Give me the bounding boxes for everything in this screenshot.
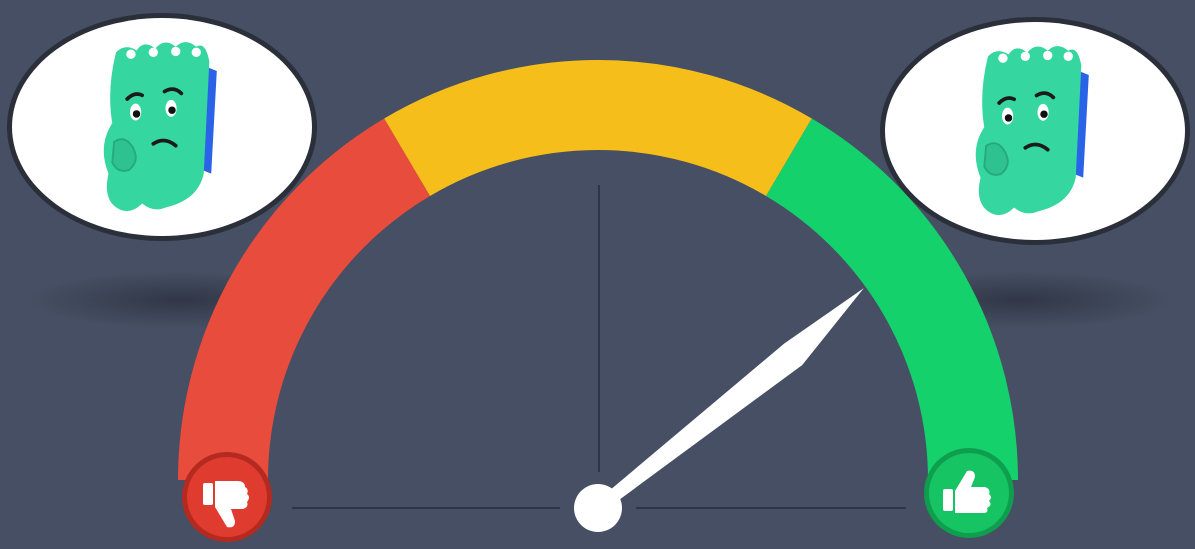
thumbs-down-icon <box>203 481 249 528</box>
gauge-hub <box>574 484 622 532</box>
thumbs-up-icon <box>943 470 991 513</box>
gauge-arc <box>178 60 1018 481</box>
gauge-segment-neutral <box>384 60 812 197</box>
left-character-bubble <box>7 13 317 241</box>
gauge-segment-bad <box>178 118 431 481</box>
right-character-bubble <box>880 17 1190 245</box>
gauge-needle <box>594 288 864 513</box>
thumbs-down-badge <box>182 452 272 542</box>
gauge-guide-lines <box>292 185 906 509</box>
thumbs-up-badge <box>924 448 1014 538</box>
gauge-segment-good <box>765 118 1018 481</box>
